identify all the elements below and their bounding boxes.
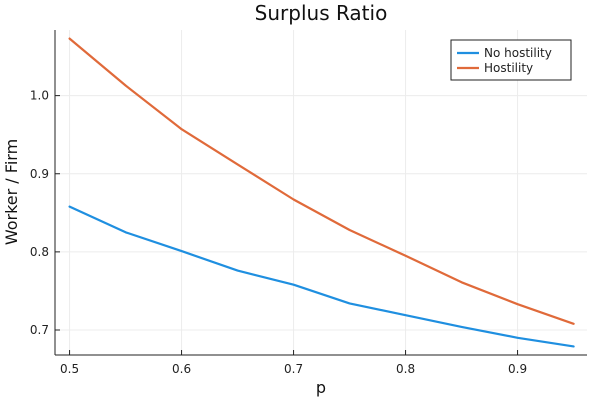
x-tick-label: 0.6 [172, 362, 191, 376]
x-tick-label: 0.7 [284, 362, 303, 376]
series-layer [68, 37, 575, 348]
legend-label-0: No hostility [484, 46, 552, 60]
x-axis-label: p [316, 378, 326, 397]
axes: 0.5 0.6 0.7 0.8 0.9 0.7 0.8 0.9 1.0 [30, 30, 587, 376]
series-line-0 [68, 205, 575, 348]
chart-title: Surplus Ratio [255, 1, 388, 25]
y-axis-label: Worker / Firm [2, 139, 21, 245]
x-tick-label: 0.8 [396, 362, 415, 376]
x-tick-label: 0.5 [60, 362, 79, 376]
x-tick-label: 0.9 [508, 362, 527, 376]
y-tick-label: 1.0 [30, 89, 49, 103]
legend-box [450, 39, 572, 81]
y-tick-label: 0.7 [30, 323, 49, 337]
legend-label-1: Hostility [484, 61, 533, 75]
y-tick-label: 0.8 [30, 245, 49, 259]
y-tick-label: 0.9 [30, 167, 49, 181]
grid [55, 30, 587, 355]
series-line-1 [68, 37, 575, 325]
